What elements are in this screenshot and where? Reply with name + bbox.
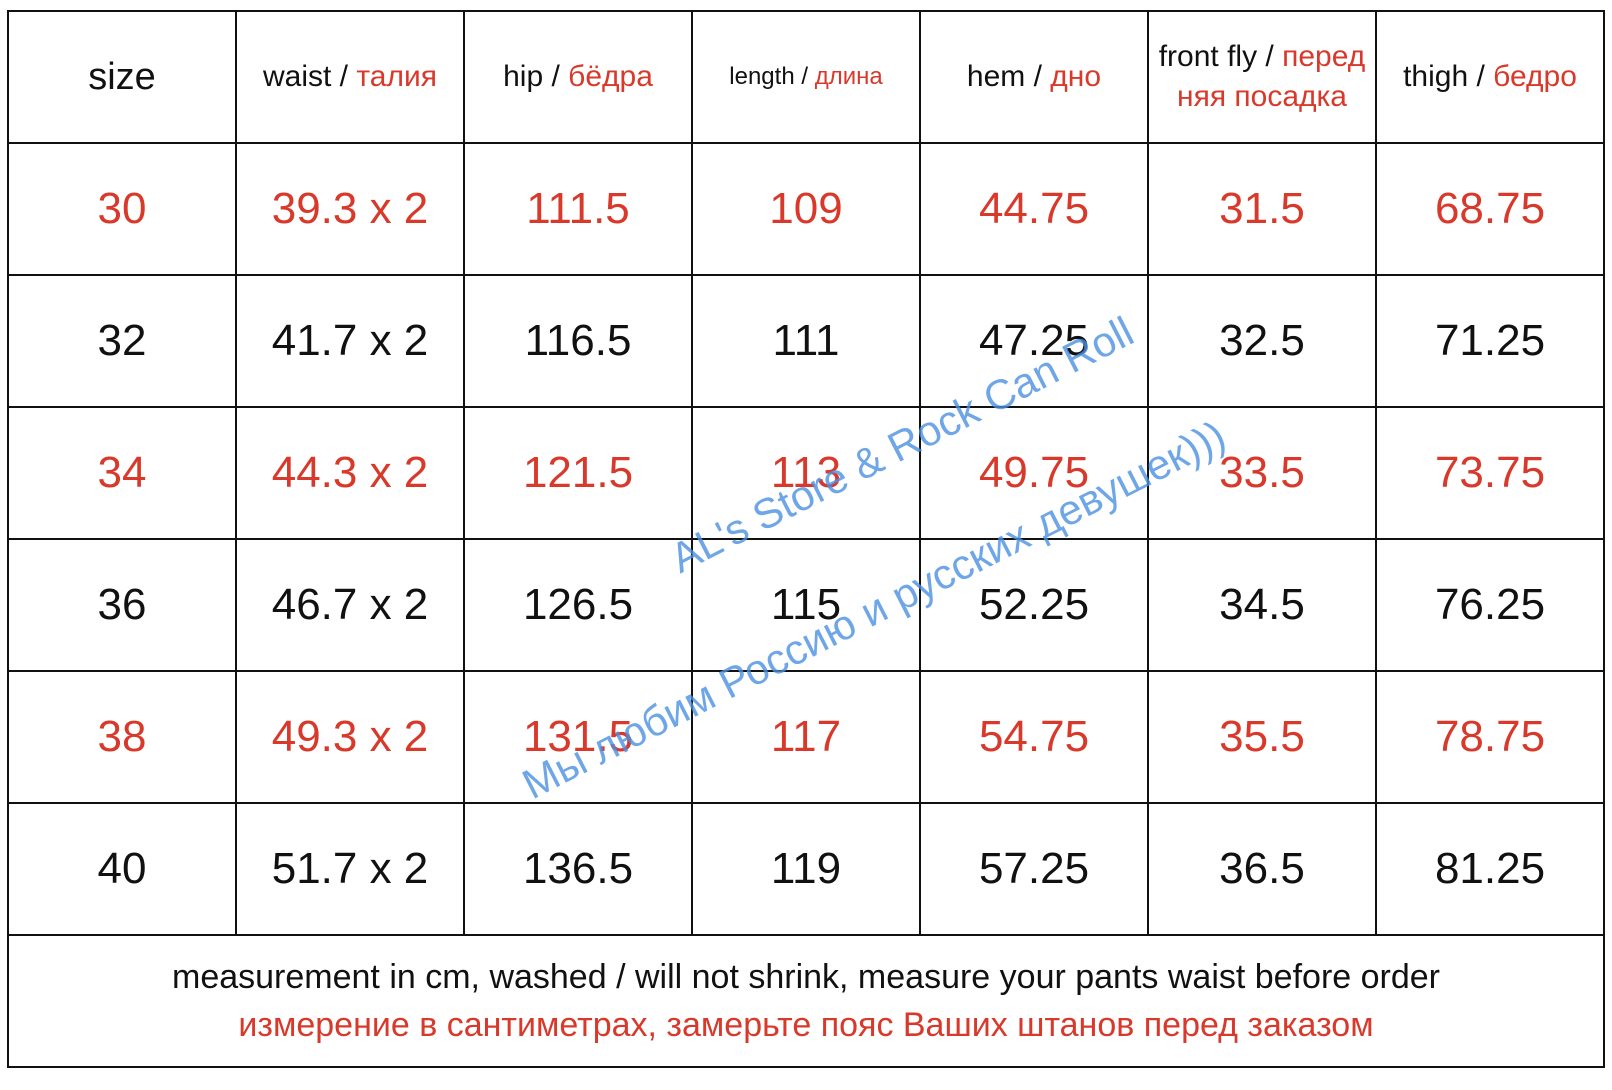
data-row: 40 51.7 x 2 136.5 119 57.25 36.5 81.25	[7, 802, 1605, 936]
data-cell: 31.5	[1147, 142, 1377, 276]
data-cell: 36	[7, 538, 237, 672]
data-cell: 41.7 x 2	[235, 274, 465, 408]
data-cell: 30	[7, 142, 237, 276]
data-cell: 47.25	[919, 274, 1149, 408]
header-cell: hem / дно	[919, 10, 1149, 144]
data-cell: 38	[7, 670, 237, 804]
data-row: 32 41.7 x 2 116.5 111 47.25 32.5 71.25	[7, 274, 1605, 408]
data-cell: 49.75	[919, 406, 1149, 540]
header-ru: длина	[814, 63, 883, 90]
data-row: 34 44.3 x 2 121.5 113 49.75 33.5 73.75	[7, 406, 1605, 540]
header-en: thigh /	[1403, 60, 1485, 93]
header-cell: length / длина	[691, 10, 921, 144]
header-en: waist /	[263, 60, 349, 93]
data-cell: 117	[691, 670, 921, 804]
data-cell: 115	[691, 538, 921, 672]
data-cell: 136.5	[463, 802, 693, 936]
header-ru: бёдра	[568, 60, 653, 93]
data-cell: 34.5	[1147, 538, 1377, 672]
header-en: size	[88, 56, 156, 98]
data-cell: 46.7 x 2	[235, 538, 465, 672]
data-cell: 44.3 x 2	[235, 406, 465, 540]
data-cell: 51.7 x 2	[235, 802, 465, 936]
data-row: 30 39.3 x 2 111.5 109 44.75 31.5 68.75	[7, 142, 1605, 276]
data-cell: 32.5	[1147, 274, 1377, 408]
data-cell: 71.25	[1375, 274, 1605, 408]
header-ru: передняя посадка	[1177, 40, 1366, 113]
data-cell: 68.75	[1375, 142, 1605, 276]
data-cell: 119	[691, 802, 921, 936]
data-cell: 44.75	[919, 142, 1149, 276]
data-cell: 126.5	[463, 538, 693, 672]
header-cell: front fly / передняя посадка	[1147, 10, 1377, 144]
note-row: measurement in cm, washed / will not shr…	[7, 934, 1605, 1068]
data-cell: 39.3 x 2	[235, 142, 465, 276]
data-cell: 49.3 x 2	[235, 670, 465, 804]
data-cell: 54.75	[919, 670, 1149, 804]
data-cell: 116.5	[463, 274, 693, 408]
header-ru: бедро	[1493, 60, 1577, 93]
data-cell: 78.75	[1375, 670, 1605, 804]
header-en: hip /	[503, 60, 560, 93]
data-cell: 36.5	[1147, 802, 1377, 936]
header-cell: size	[7, 10, 237, 144]
data-cell: 33.5	[1147, 406, 1377, 540]
data-cell: 111.5	[463, 142, 693, 276]
data-cell: 40	[7, 802, 237, 936]
data-cell: 35.5	[1147, 670, 1377, 804]
header-cell: hip / бёдра	[463, 10, 693, 144]
data-cell: 52.25	[919, 538, 1149, 672]
note-en: measurement in cm, washed / will not shr…	[172, 958, 1440, 996]
data-row: 36 46.7 x 2 126.5 115 52.25 34.5 76.25	[7, 538, 1605, 672]
data-cell: 81.25	[1375, 802, 1605, 936]
header-en: front fly /	[1158, 40, 1274, 73]
header-ru: талия	[356, 60, 437, 93]
data-cell: 131.5	[463, 670, 693, 804]
data-row: 38 49.3 x 2 131.5 117 54.75 35.5 78.75	[7, 670, 1605, 804]
data-cell: 32	[7, 274, 237, 408]
header-row: size waist / талия hip / бёдра length / дли…	[7, 10, 1605, 144]
header-en: hem /	[966, 60, 1042, 93]
data-cell: 34	[7, 406, 237, 540]
data-cell: 113	[691, 406, 921, 540]
data-cell: 109	[691, 142, 921, 276]
data-cell: 121.5	[463, 406, 693, 540]
header-ru: дно	[1050, 60, 1102, 93]
size-table: size waist / талия hip / бёдра length / дли…	[7, 10, 1605, 1068]
note-cell: measurement in cm, washed / will not shr…	[7, 934, 1605, 1068]
data-cell: 57.25	[919, 802, 1149, 936]
data-cell: 76.25	[1375, 538, 1605, 672]
header-en: length /	[729, 63, 809, 90]
data-cell: 111	[691, 274, 921, 408]
header-cell: waist / талия	[235, 10, 465, 144]
data-cell: 73.75	[1375, 406, 1605, 540]
header-cell: thigh / бедро	[1375, 10, 1605, 144]
note-ru: измерение в сантиметрах, замерьте пояс В…	[238, 1006, 1374, 1044]
